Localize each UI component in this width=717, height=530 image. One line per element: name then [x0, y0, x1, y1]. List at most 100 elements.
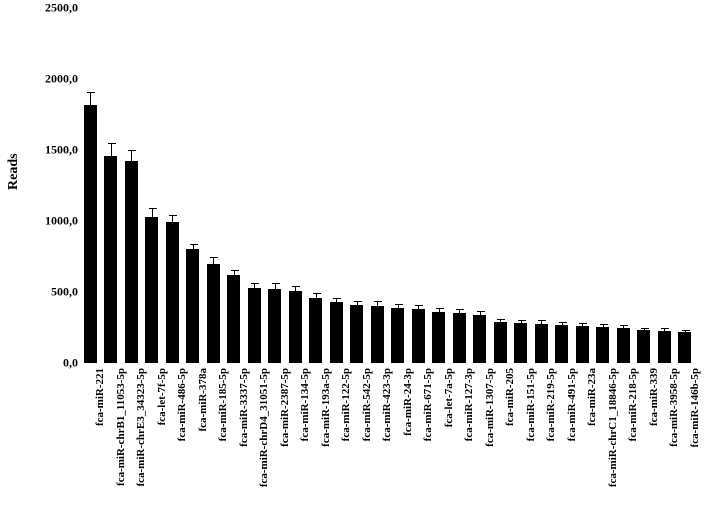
bar	[207, 8, 220, 363]
x-tick-label: fca-miR-151-5p	[525, 368, 537, 441]
bar	[555, 8, 568, 363]
x-tick-label: fca-miR-378a	[197, 368, 209, 432]
bar	[227, 8, 240, 363]
error-bar	[90, 92, 91, 116]
bar	[432, 8, 445, 363]
bar-fill	[207, 264, 220, 363]
x-tick-label: fca-miR-chrD4_31051-5p	[258, 368, 270, 487]
error-bar	[664, 328, 665, 334]
error-bar	[521, 320, 522, 326]
bar	[289, 8, 302, 363]
x-tick-label: fca-miR-127-3p	[463, 368, 475, 441]
bar-fill	[186, 249, 199, 363]
x-tick-label: fca-miR-423-3p	[381, 368, 393, 441]
bar-fill	[350, 305, 363, 363]
bar-fill	[104, 156, 117, 363]
bar-fill	[248, 288, 261, 363]
bar	[268, 8, 281, 363]
bar-fill	[145, 217, 158, 363]
x-tick-label: fca-miR-221	[94, 368, 106, 426]
error-bar	[172, 215, 173, 231]
error-bar	[254, 283, 255, 292]
x-tick-label: fca-let-7f-5p	[156, 368, 168, 425]
x-tick-label: fca-miR-chrC1_18846-5p	[607, 368, 619, 487]
error-bar	[377, 301, 378, 311]
bar	[391, 8, 404, 363]
bar-fill	[535, 324, 548, 363]
bar	[678, 8, 691, 363]
x-tick-label: fca-miR-486-5p	[176, 368, 188, 441]
x-tick-label: fca-miR-193a-5p	[320, 368, 332, 447]
bar	[186, 8, 199, 363]
bar	[576, 8, 589, 363]
y-tick-label: 2000,0	[45, 72, 78, 87]
x-tick-label: fca-miR-3337-5p	[238, 368, 250, 447]
error-bar	[275, 283, 276, 294]
bar-fill	[371, 306, 384, 363]
error-bar	[582, 323, 583, 329]
bar	[535, 8, 548, 363]
error-bar	[398, 304, 399, 311]
x-tick-label: fca-miR-542-5p	[361, 368, 373, 441]
bar	[330, 8, 343, 363]
x-tick-label: fca-miR-146b-5p	[689, 368, 701, 447]
error-bar	[152, 208, 153, 225]
bar-fill	[576, 326, 589, 363]
error-bar	[295, 286, 296, 295]
x-tick-label: fca-miR-219-5p	[545, 368, 557, 441]
y-tick-label: 2500,0	[45, 1, 78, 16]
error-bar	[562, 322, 563, 328]
bar-fill	[309, 298, 322, 363]
x-tick-label: fca-miR-122-5p	[340, 368, 352, 441]
bar-fill	[391, 308, 404, 363]
bar	[412, 8, 425, 363]
x-tick-label: fca-miR-3958-5p	[668, 368, 680, 447]
chart-container: Reads 0,0500,01000,01500,02000,02500,0 f…	[0, 0, 717, 530]
bar	[453, 8, 466, 363]
y-tick-label: 0,0	[63, 356, 78, 371]
x-tick-label: fca-miR-chrE3_34323-5p	[135, 368, 147, 487]
bar	[473, 8, 486, 363]
error-bar	[500, 319, 501, 325]
bar-fill	[514, 323, 527, 363]
bar-fill	[289, 291, 302, 363]
plot-area	[80, 8, 695, 363]
error-bar	[603, 324, 604, 330]
error-bar	[213, 257, 214, 270]
error-bar	[480, 311, 481, 318]
x-tick-label: fca-miR-23a	[586, 368, 598, 426]
bar	[248, 8, 261, 363]
bar-fill	[617, 328, 630, 363]
bar	[617, 8, 630, 363]
bar-fill	[637, 330, 650, 363]
error-bar	[336, 298, 337, 307]
bar-fill	[494, 322, 507, 363]
y-tick-label: 1000,0	[45, 214, 78, 229]
y-tick-label: 500,0	[51, 285, 78, 300]
bar-fill	[432, 312, 445, 363]
x-tick-label: fca-miR-185-5p	[217, 368, 229, 441]
error-bar	[418, 305, 419, 312]
error-bar	[316, 293, 317, 303]
bar	[84, 8, 97, 363]
bar-fill	[412, 309, 425, 363]
x-tick-label: fca-miR-24-3p	[402, 368, 414, 436]
y-axis: 0,0500,01000,01500,02000,02500,0	[38, 0, 78, 530]
error-bar	[439, 308, 440, 317]
x-tick-label: fca-miR-218-5p	[627, 368, 639, 441]
bar	[637, 8, 650, 363]
x-tick-label: fca-miR-339	[648, 368, 660, 426]
error-bar	[685, 330, 686, 336]
x-tick-label: fca-miR-671-5p	[422, 368, 434, 441]
bar	[104, 8, 117, 363]
error-bar	[644, 328, 645, 334]
x-tick-label: fca-miR-1307-5p	[484, 368, 496, 447]
x-tick-label: fca-let-7a-5p	[443, 368, 455, 427]
bar	[596, 8, 609, 363]
bar	[658, 8, 671, 363]
x-axis-labels: fca-miR-221fca-miR-chrB1_11053-5pfca-miR…	[80, 368, 695, 528]
bar-fill	[473, 315, 486, 363]
bar-fill	[658, 331, 671, 363]
x-tick-label: fca-miR-134-5p	[299, 368, 311, 441]
bar-fill	[84, 105, 97, 363]
